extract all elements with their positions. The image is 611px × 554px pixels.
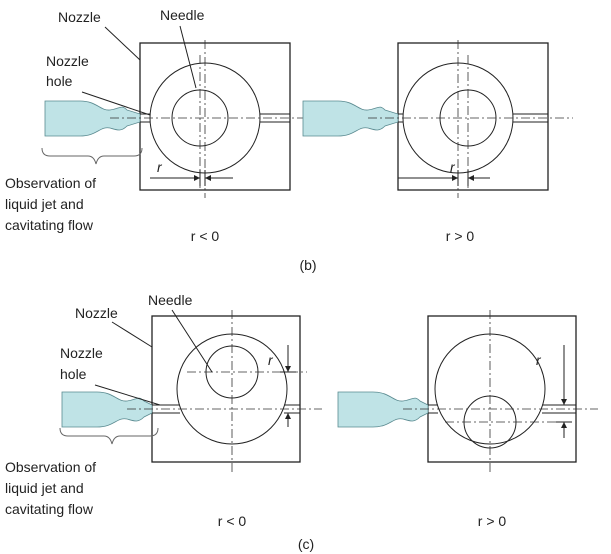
label-observation: liquid jet and <box>5 480 84 496</box>
label-observation: cavitating flow <box>5 501 94 517</box>
panel-label: (b) <box>299 257 316 273</box>
label-nozzle-hole: hole <box>60 366 87 382</box>
offset-symbol: r <box>157 159 163 175</box>
label-observation: liquid jet and <box>5 196 84 212</box>
offset-symbol: r <box>268 352 274 368</box>
label-needle: Needle <box>148 292 193 308</box>
arrow-head <box>452 175 458 181</box>
label-nozzle: Nozzle <box>58 9 101 25</box>
leader <box>105 27 140 60</box>
label-observation: cavitating flow <box>5 217 94 233</box>
arrow-head <box>205 175 211 181</box>
label-nozzle-hole: Nozzle <box>46 53 89 69</box>
condition: r > 0 <box>478 513 507 529</box>
liquid-jet <box>45 101 140 136</box>
arrow-head <box>561 399 567 405</box>
label-nozzle: Nozzle <box>75 305 118 321</box>
label-observation: Observation of <box>5 459 96 475</box>
drawing <box>42 26 598 475</box>
liquid-jet <box>303 101 398 136</box>
condition: r > 0 <box>446 228 475 244</box>
arrow-head <box>561 422 567 428</box>
arrow-head <box>194 175 200 181</box>
condition: r < 0 <box>191 228 220 244</box>
arrow-head <box>285 413 291 419</box>
nozzle-body <box>428 316 576 462</box>
leader <box>112 322 152 347</box>
brace <box>42 148 142 164</box>
label-nozzle-hole: Nozzle <box>60 345 103 361</box>
figure: Nozzle Needle Nozzle hole Observation of… <box>0 0 611 554</box>
nozzle-body <box>152 316 300 462</box>
label-nozzle-hole: hole <box>46 73 73 89</box>
brace <box>60 428 158 444</box>
arrow-head <box>285 366 291 372</box>
label-observation: Observation of <box>5 175 96 191</box>
liquid-jet <box>338 392 428 427</box>
nozzle-body <box>140 43 290 190</box>
condition: r < 0 <box>218 513 247 529</box>
leader <box>180 26 196 88</box>
panel-label: (c) <box>298 536 314 552</box>
liquid-jet <box>62 392 152 427</box>
label-needle: Needle <box>160 7 205 23</box>
arrow-head <box>468 175 474 181</box>
